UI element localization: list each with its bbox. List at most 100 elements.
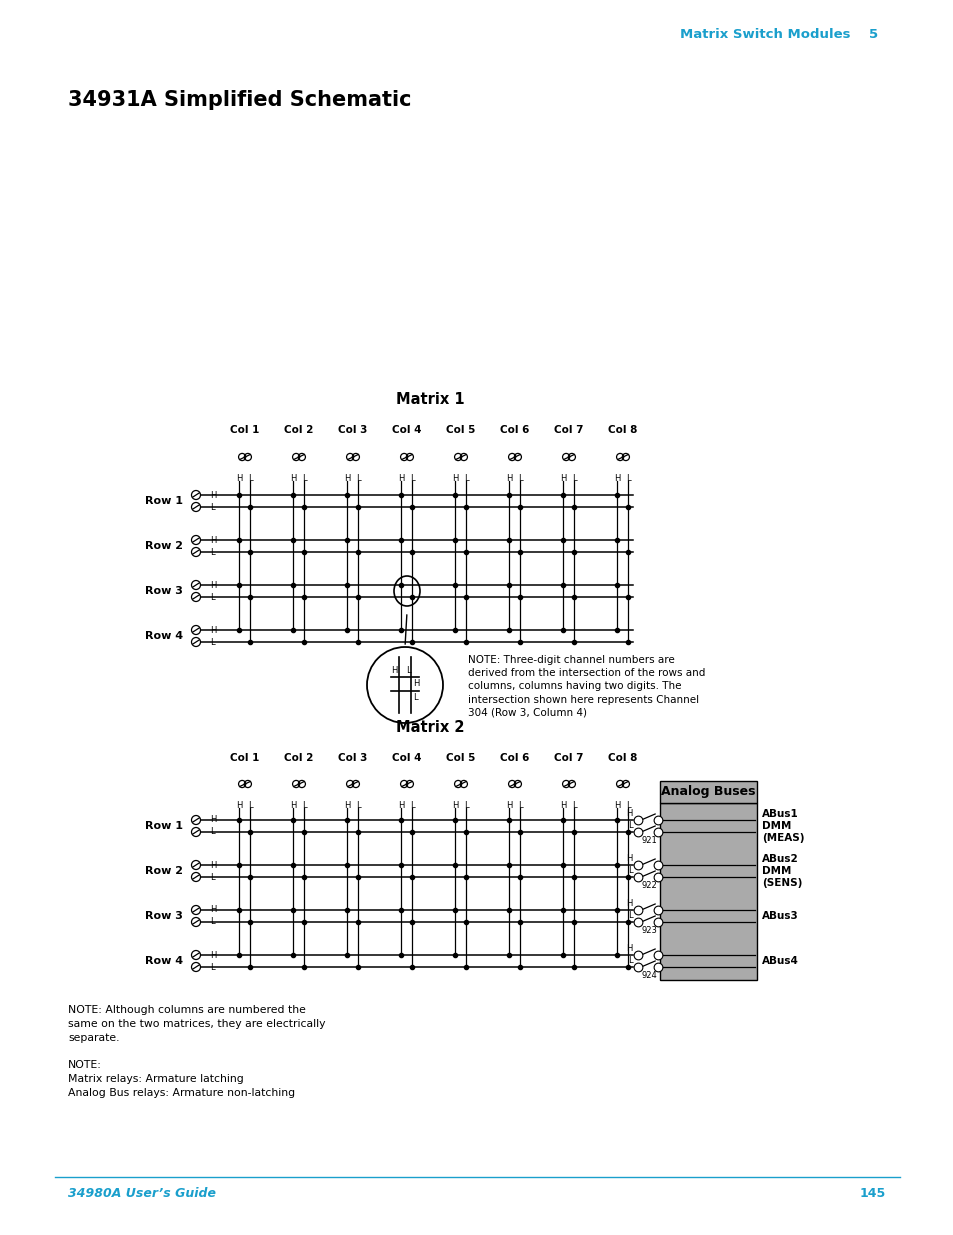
Text: Row 3: Row 3 — [145, 911, 183, 921]
Text: L: L — [410, 800, 415, 809]
Text: Col 3: Col 3 — [338, 753, 367, 763]
Text: H: H — [452, 473, 458, 483]
Text: L: L — [355, 473, 360, 483]
Text: L: L — [248, 800, 253, 809]
Text: H: H — [344, 473, 351, 483]
Text: H: H — [210, 490, 216, 499]
Text: L: L — [210, 962, 214, 972]
Text: L: L — [302, 473, 307, 483]
Text: H: H — [210, 905, 216, 914]
Text: Row 2: Row 2 — [145, 866, 183, 876]
Text: L: L — [210, 547, 214, 557]
Text: H: H — [559, 800, 566, 809]
Text: Col 1: Col 1 — [230, 753, 259, 763]
Text: 922: 922 — [641, 881, 657, 890]
Text: Matrix 2: Matrix 2 — [395, 720, 464, 735]
Text: L: L — [210, 827, 214, 836]
Text: 924: 924 — [641, 971, 657, 981]
Text: Row 4: Row 4 — [145, 956, 183, 966]
Text: Col 1: Col 1 — [230, 425, 259, 435]
Text: ABus2
DMM
(SENS): ABus2 DMM (SENS) — [761, 855, 801, 888]
Text: L: L — [210, 637, 214, 646]
Text: L: L — [625, 473, 630, 483]
Text: L: L — [210, 918, 214, 926]
Text: Row 1: Row 1 — [145, 496, 183, 506]
Text: H: H — [614, 473, 620, 483]
Text: Col 6: Col 6 — [499, 425, 529, 435]
Bar — [659, 803, 757, 981]
Text: Col 4: Col 4 — [392, 425, 421, 435]
Text: H: H — [210, 536, 216, 545]
Text: H: H — [210, 625, 216, 635]
Text: Col 7: Col 7 — [554, 425, 583, 435]
Text: ABus1
DMM
(MEAS): ABus1 DMM (MEAS) — [761, 809, 803, 842]
Text: H: H — [626, 944, 633, 953]
Text: Col 6: Col 6 — [499, 753, 529, 763]
Text: H: H — [626, 899, 633, 908]
Text: L: L — [464, 473, 468, 483]
Text: Col 2: Col 2 — [284, 425, 314, 435]
Text: H: H — [626, 809, 633, 818]
Text: H: H — [506, 800, 512, 809]
Text: H: H — [236, 800, 242, 809]
Text: H: H — [210, 815, 216, 825]
Text: ABus4: ABus4 — [761, 956, 798, 966]
Text: L: L — [517, 800, 522, 809]
Text: L: L — [572, 800, 577, 809]
Text: L: L — [464, 800, 468, 809]
Text: L: L — [628, 911, 633, 920]
Text: H: H — [210, 580, 216, 589]
Text: Row 4: Row 4 — [145, 631, 183, 641]
Text: 145: 145 — [859, 1187, 885, 1200]
Text: H: H — [290, 473, 296, 483]
Text: NOTE:
Matrix relays: Armature latching
Analog Bus relays: Armature non-latching: NOTE: Matrix relays: Armature latching A… — [68, 1060, 294, 1098]
Text: L: L — [413, 693, 417, 701]
Text: L: L — [410, 473, 415, 483]
Text: Row 3: Row 3 — [145, 585, 183, 597]
Text: L: L — [517, 473, 522, 483]
Text: H: H — [398, 473, 404, 483]
Text: H: H — [413, 679, 419, 688]
Text: L: L — [628, 956, 633, 965]
Text: H: H — [452, 800, 458, 809]
Text: L: L — [628, 821, 633, 830]
Text: H: H — [391, 666, 397, 676]
Text: L: L — [406, 666, 410, 676]
Text: H: H — [398, 800, 404, 809]
Text: H: H — [210, 861, 216, 869]
Text: H: H — [210, 951, 216, 960]
Text: Row 2: Row 2 — [145, 541, 183, 551]
Text: L: L — [248, 473, 253, 483]
Text: Matrix 1: Matrix 1 — [395, 391, 464, 408]
Text: Analog Buses: Analog Buses — [660, 785, 755, 799]
Text: L: L — [210, 872, 214, 882]
Text: 921: 921 — [641, 836, 657, 845]
Text: Col 3: Col 3 — [338, 425, 367, 435]
Text: H: H — [290, 800, 296, 809]
Text: L: L — [210, 503, 214, 511]
Text: Col 8: Col 8 — [608, 753, 637, 763]
Text: NOTE: Although columns are numbered the
same on the two matrices, they are elect: NOTE: Although columns are numbered the … — [68, 1005, 325, 1044]
Text: L: L — [302, 800, 307, 809]
Text: Col 7: Col 7 — [554, 753, 583, 763]
Text: ABus3: ABus3 — [761, 911, 798, 921]
Text: L: L — [572, 473, 577, 483]
Text: Row 1: Row 1 — [145, 821, 183, 831]
Text: H: H — [559, 473, 566, 483]
Text: L: L — [355, 800, 360, 809]
Text: Col 8: Col 8 — [608, 425, 637, 435]
Text: 923: 923 — [641, 926, 658, 935]
Text: Matrix Switch Modules    5: Matrix Switch Modules 5 — [679, 28, 877, 41]
Text: L: L — [625, 800, 630, 809]
Text: H: H — [506, 473, 512, 483]
Text: L: L — [210, 593, 214, 601]
Text: 34980A User’s Guide: 34980A User’s Guide — [68, 1187, 215, 1200]
Text: H: H — [626, 853, 633, 863]
Bar — [659, 781, 757, 803]
Text: H: H — [614, 800, 620, 809]
Text: Col 5: Col 5 — [446, 753, 476, 763]
Text: 34931A Simplified Schematic: 34931A Simplified Schematic — [68, 90, 411, 110]
Text: H: H — [344, 800, 351, 809]
Text: Col 2: Col 2 — [284, 753, 314, 763]
Text: L: L — [628, 866, 633, 876]
